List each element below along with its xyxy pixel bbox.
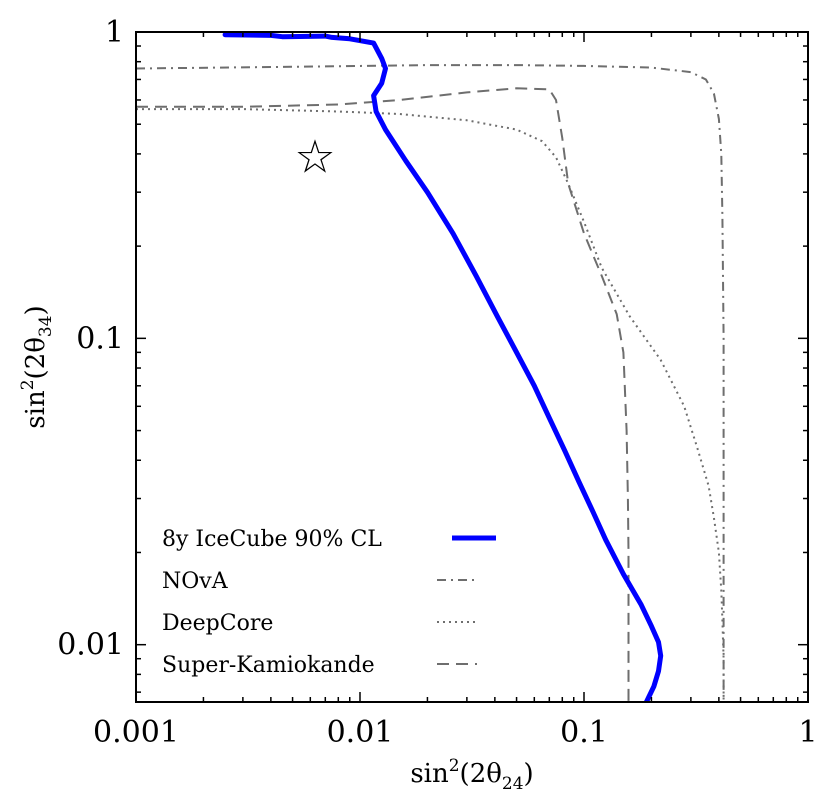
x-tick-label: 0.1 — [560, 715, 608, 750]
y-tick-label: 0.1 — [76, 321, 124, 356]
legend-label-nova: NOvA — [162, 569, 229, 594]
series-line-super-kamiokande — [136, 87, 630, 702]
y-axis-label: sin2(2θ34) — [18, 305, 56, 428]
legend-label-8y-icecube-90-cl: 8y IceCube 90% CL — [162, 527, 382, 552]
legend-label-deepcore: DeepCore — [162, 611, 273, 636]
legend-label-super-kamiokande: Super-Kamiokande — [162, 653, 375, 678]
plot-frame — [135, 31, 809, 703]
y-tick-label: 0.01 — [57, 628, 124, 663]
series-line-8y-icecube-90-cl — [222, 32, 664, 702]
ticks: 0.001 0.01 0.1 1 0.01 0.1 1 — [57, 15, 817, 750]
x-tick-label: 1 — [798, 715, 817, 750]
legend: 8y IceCube 90% CL NOvA DeepCore Super-Kamio… — [162, 527, 496, 678]
curves: ☆ — [136, 32, 725, 702]
x-tick-label: 0.01 — [327, 715, 394, 750]
series-line-nova — [136, 64, 725, 702]
y-tick-label: 1 — [105, 15, 124, 50]
x-axis-label: sin2(2θ24) — [410, 756, 533, 794]
star-marker: ☆ — [294, 129, 335, 183]
series-line-deepcore — [136, 108, 725, 702]
x-tick-label: 0.001 — [93, 715, 179, 750]
